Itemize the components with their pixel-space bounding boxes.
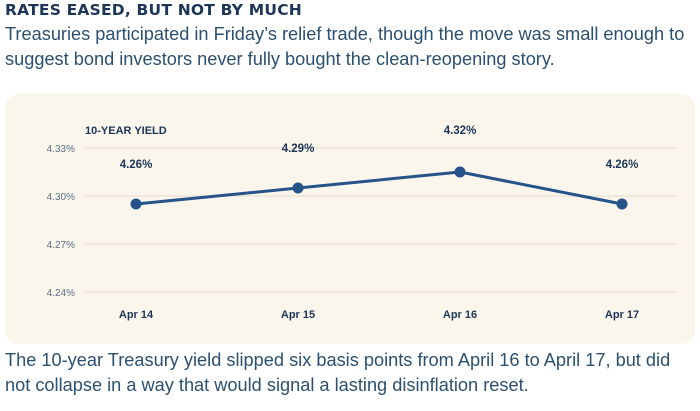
- yield-line-chart: 10-YEAR YIELD 4.24% 4.27% 4.30% 4.33% 4.26% Ap…: [47, 125, 677, 321]
- x-tick-label: Apr 17: [605, 309, 639, 321]
- data-label: 4.29%: [282, 143, 315, 155]
- x-tick-label: Apr 15: [281, 309, 315, 321]
- x-tick-label: Apr 14: [119, 309, 154, 321]
- data-point: [130, 198, 142, 210]
- data-label: 4.26%: [120, 159, 153, 171]
- caption: The 10-year Treasury yield slipped six b…: [5, 350, 671, 395]
- y-tick-label: 4.33%: [47, 144, 75, 155]
- data-point: [616, 198, 628, 210]
- data-label: 4.26%: [606, 159, 639, 171]
- dek: Treasuries participated in Friday’s reli…: [5, 24, 685, 69]
- y-tick-label: 4.24%: [47, 288, 75, 299]
- chart-title: 10-YEAR YIELD: [85, 125, 167, 137]
- y-tick-label: 4.27%: [47, 240, 75, 251]
- x-tick-label: Apr 16: [443, 309, 477, 321]
- data-point: [292, 182, 304, 194]
- headline: RATES EASED, BUT NOT BY MUCH: [5, 1, 302, 19]
- data-label: 4.32%: [444, 125, 477, 137]
- data-point: [454, 166, 466, 178]
- y-tick-label: 4.30%: [47, 192, 75, 203]
- series-line: [135, 170, 623, 206]
- chart-card: 10-YEAR YIELD 4.24% 4.27% 4.30% 4.33% 4.26% Ap…: [5, 94, 695, 344]
